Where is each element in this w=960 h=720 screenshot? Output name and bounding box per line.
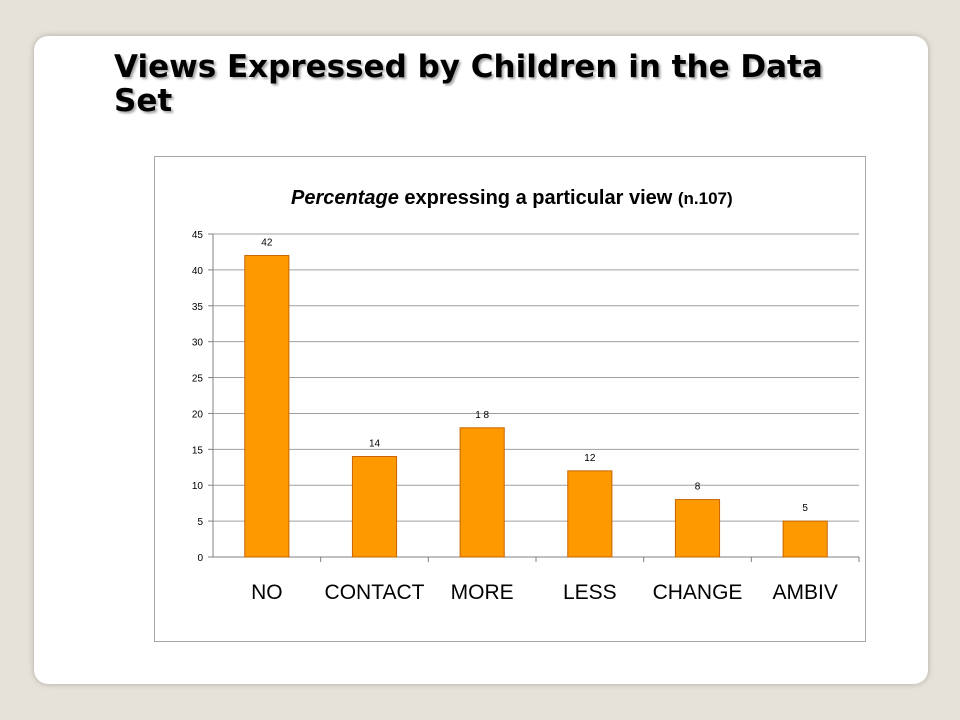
data-label: 42 (261, 238, 273, 249)
bar-contact (351, 456, 398, 558)
chart-title: Percentage expressing a particular view … (291, 187, 733, 209)
x-tick-label: AMBIV (772, 581, 837, 604)
y-tick-label: 5 (197, 517, 203, 528)
data-label: 14 (369, 439, 381, 450)
y-tick-label: 0 (197, 553, 203, 564)
bar-ambiv (782, 520, 828, 558)
bar-less (567, 470, 613, 558)
y-tick-label: 45 (192, 230, 204, 241)
bar-no (244, 255, 290, 558)
y-tick-label: 20 (192, 409, 204, 420)
bars (244, 255, 828, 558)
chart-frame: Percentage expressing a particular view … (154, 156, 866, 642)
slide: Views Expressed by Children in the Data … (34, 36, 928, 684)
slide-title: Views Expressed by Children in the Data … (114, 49, 823, 119)
x-tick-label: CHANGE (653, 581, 743, 604)
x-tick-label: LESS (563, 581, 617, 604)
gridlines (208, 233, 860, 562)
bar-chart: Percentage expressing a particular view … (192, 187, 860, 604)
data-label: 12 (584, 453, 596, 464)
y-tick-label: 10 (192, 481, 204, 492)
y-tick-label: 30 (192, 338, 204, 349)
bar-change (674, 499, 721, 558)
chart-title-suffix: (n.107) (678, 189, 733, 208)
x-tick-label: CONTACT (325, 581, 425, 604)
labels: 0 5 10 15 20 25 30 35 40 45 42 NO 14 CONTACT 1 8 MORE 12… (192, 230, 838, 604)
data-label: 8 (695, 482, 701, 493)
x-tick-label: MORE (451, 581, 514, 604)
y-tick-label: 35 (192, 302, 204, 313)
y-tick-label: 25 (192, 374, 204, 385)
data-label: 5 (802, 503, 808, 514)
chart-title-rest: expressing a particular view (399, 187, 678, 209)
data-label: 1 8 (475, 410, 489, 421)
bar-more (459, 427, 505, 558)
y-tick-label: 40 (192, 266, 204, 277)
chart-title-emphasis: Percentage (291, 187, 399, 209)
x-tick-label: NO (251, 581, 282, 604)
y-tick-label: 15 (192, 445, 204, 456)
